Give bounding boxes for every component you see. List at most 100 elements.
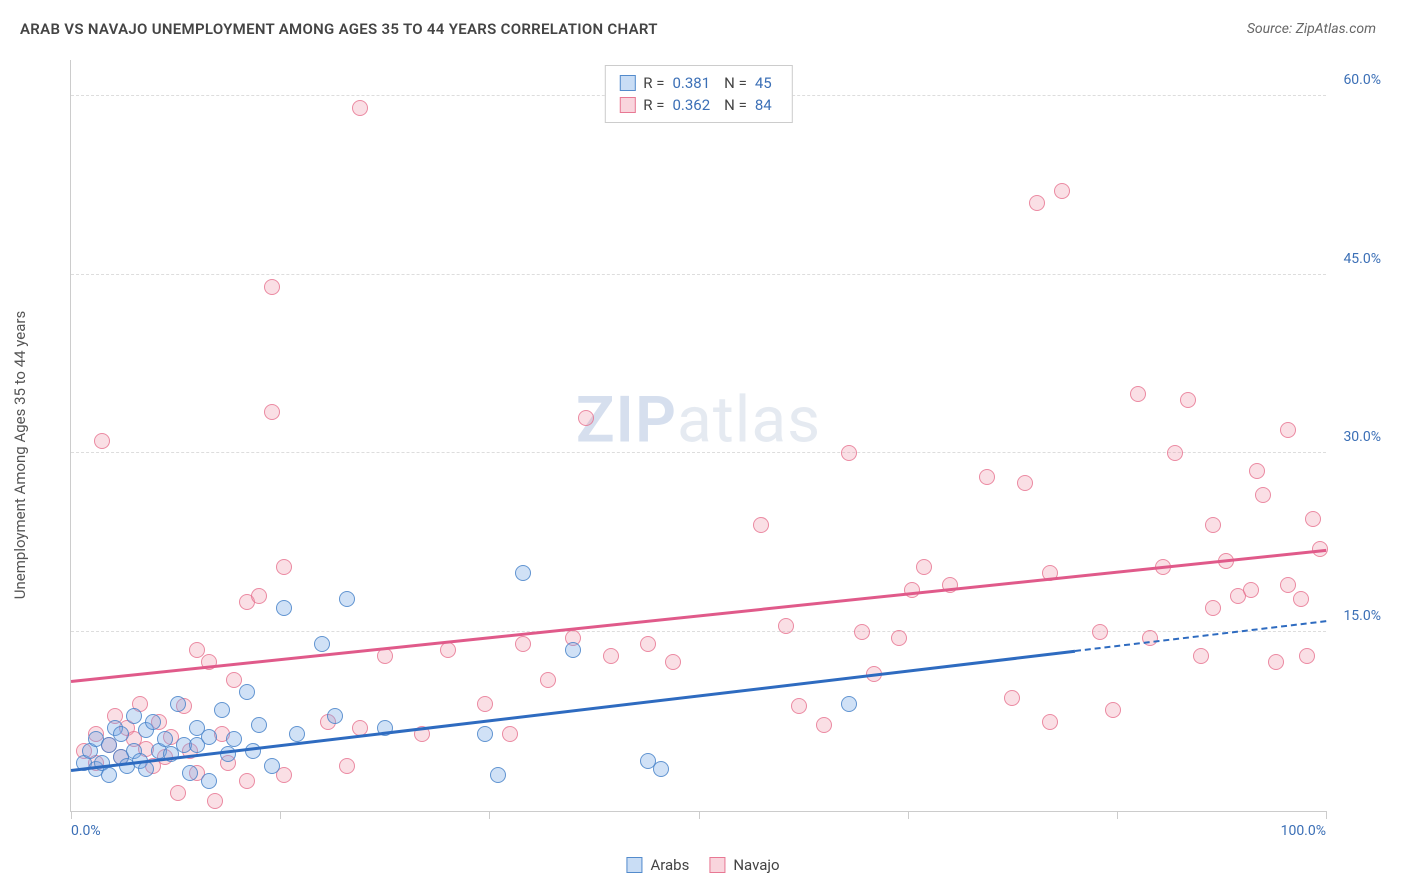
legend-swatch-blue-icon bbox=[626, 857, 642, 873]
legend-swatch-pink-icon bbox=[709, 857, 725, 873]
data-point bbox=[841, 696, 857, 712]
data-point bbox=[1255, 487, 1271, 503]
data-point bbox=[276, 559, 292, 575]
data-point bbox=[94, 433, 110, 449]
x-tick-label: 0.0% bbox=[71, 823, 101, 839]
data-point bbox=[1280, 577, 1296, 593]
data-point bbox=[1205, 600, 1221, 616]
stats-legend: R = 0.381 N = 45 R = 0.362 N = 84 bbox=[604, 65, 792, 123]
y-tick-label: 30.0% bbox=[1343, 429, 1381, 445]
data-point bbox=[145, 714, 161, 730]
data-point bbox=[1004, 690, 1020, 706]
data-point bbox=[540, 672, 556, 688]
data-point bbox=[251, 717, 267, 733]
data-point bbox=[207, 793, 223, 809]
data-point bbox=[1193, 648, 1209, 664]
data-point bbox=[251, 588, 267, 604]
data-point bbox=[126, 708, 142, 724]
data-point bbox=[377, 648, 393, 664]
x-tick bbox=[1326, 811, 1327, 819]
y-tick-label: 45.0% bbox=[1343, 251, 1381, 267]
data-point bbox=[515, 636, 531, 652]
data-point bbox=[1293, 591, 1309, 607]
data-point bbox=[170, 785, 186, 801]
data-point bbox=[490, 767, 506, 783]
chart-title: ARAB VS NAVAJO UNEMPLOYMENT AMONG AGES 3… bbox=[20, 20, 658, 38]
data-point bbox=[603, 648, 619, 664]
data-point bbox=[502, 726, 518, 742]
legend-label-arabs: Arabs bbox=[650, 856, 689, 874]
x-tick bbox=[489, 811, 490, 819]
data-point bbox=[1305, 511, 1321, 527]
data-point bbox=[477, 726, 493, 742]
x-tick bbox=[699, 811, 700, 819]
x-tick bbox=[71, 811, 72, 819]
legend-swatch-pink bbox=[619, 97, 635, 113]
data-point bbox=[640, 636, 656, 652]
data-point bbox=[113, 726, 129, 742]
data-point bbox=[1105, 702, 1121, 718]
x-tick bbox=[280, 811, 281, 819]
trend-line bbox=[71, 549, 1326, 683]
data-point bbox=[816, 717, 832, 733]
watermark: ZIPatlas bbox=[576, 383, 821, 458]
legend-row-navajo: R = 0.362 N = 84 bbox=[619, 94, 777, 116]
legend-swatch-blue bbox=[619, 75, 635, 91]
data-point bbox=[1017, 475, 1033, 491]
data-point bbox=[201, 773, 217, 789]
data-point bbox=[1167, 445, 1183, 461]
data-point bbox=[1249, 463, 1265, 479]
data-point bbox=[841, 445, 857, 461]
data-point bbox=[226, 731, 242, 747]
x-tick-label: 100.0% bbox=[1281, 823, 1326, 839]
data-point bbox=[1054, 183, 1070, 199]
data-point bbox=[220, 746, 236, 762]
data-point bbox=[979, 469, 995, 485]
legend-item-arabs: Arabs bbox=[626, 856, 689, 874]
y-tick-label: 15.0% bbox=[1343, 608, 1381, 624]
plot-area: ZIPatlas R = 0.381 N = 45 R = 0.362 N = … bbox=[70, 60, 1326, 812]
data-point bbox=[327, 708, 343, 724]
data-point bbox=[239, 773, 255, 789]
source-label: Source: ZipAtlas.com bbox=[1247, 21, 1376, 37]
data-point bbox=[214, 702, 230, 718]
data-point bbox=[138, 761, 154, 777]
data-point bbox=[1142, 630, 1158, 646]
data-point bbox=[1130, 386, 1146, 402]
x-tick bbox=[908, 811, 909, 819]
data-point bbox=[276, 600, 292, 616]
data-point bbox=[1180, 392, 1196, 408]
data-point bbox=[289, 726, 305, 742]
data-point bbox=[515, 565, 531, 581]
gridline bbox=[71, 274, 1326, 275]
data-point bbox=[578, 410, 594, 426]
data-point bbox=[182, 765, 198, 781]
y-axis-label: Unemployment Among Ages 35 to 44 years bbox=[11, 311, 29, 599]
data-point bbox=[239, 684, 255, 700]
data-point bbox=[1092, 624, 1108, 640]
data-point bbox=[201, 729, 217, 745]
data-point bbox=[1280, 422, 1296, 438]
data-point bbox=[1042, 714, 1058, 730]
data-point bbox=[1299, 648, 1315, 664]
data-point bbox=[170, 696, 186, 712]
data-point bbox=[314, 636, 330, 652]
data-point bbox=[753, 517, 769, 533]
data-point bbox=[339, 758, 355, 774]
data-point bbox=[440, 642, 456, 658]
data-point bbox=[352, 100, 368, 116]
data-point bbox=[916, 559, 932, 575]
y-tick-label: 60.0% bbox=[1343, 72, 1381, 88]
data-point bbox=[339, 591, 355, 607]
data-point bbox=[264, 279, 280, 295]
gridline bbox=[71, 631, 1326, 632]
data-point bbox=[854, 624, 870, 640]
data-point bbox=[778, 618, 794, 634]
data-point bbox=[1268, 654, 1284, 670]
data-point bbox=[665, 654, 681, 670]
data-point bbox=[653, 761, 669, 777]
legend-item-navajo: Navajo bbox=[709, 856, 779, 874]
data-point bbox=[264, 404, 280, 420]
data-point bbox=[1029, 195, 1045, 211]
series-legend: Arabs Navajo bbox=[626, 856, 779, 874]
